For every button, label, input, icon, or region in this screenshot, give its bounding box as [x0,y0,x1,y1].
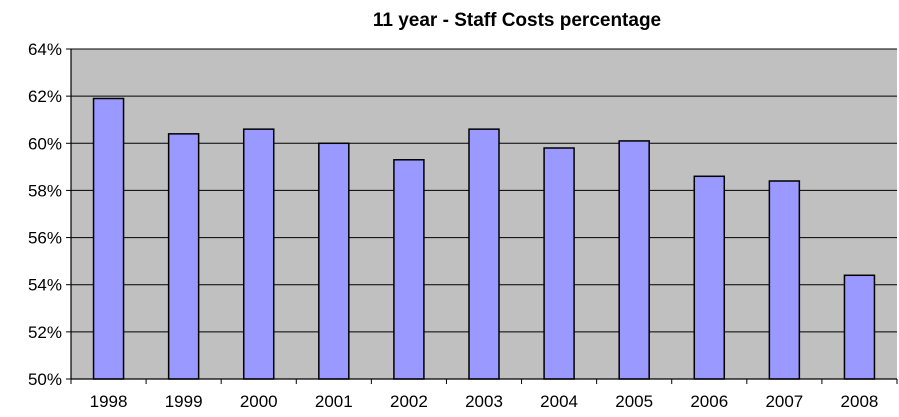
y-tick-label: 60% [28,134,62,153]
bar-2001 [318,142,350,380]
x-tick-label: 2001 [315,392,353,411]
bar-2002 [393,159,425,380]
bar-1998 [92,97,125,380]
x-tick-label: 1999 [165,392,203,411]
y-tick-label: 62% [28,87,62,106]
bar-2003 [468,128,500,380]
bar-2000 [242,128,275,380]
x-tick-label: 2004 [540,392,578,411]
x-tick-label: 2006 [690,392,728,411]
x-tick-label: 2003 [465,392,503,411]
bar-2006 [693,175,726,380]
x-tick-label: 2005 [615,392,653,411]
bar-1999 [167,133,200,380]
plot-area: 50% 52% 54% 56% 58% 60% 62% 64% 1998 1999 2000 2001… [28,40,898,411]
x-tick-label: 1998 [90,392,128,411]
x-tick-label: 2008 [841,392,879,411]
y-tick-label: 56% [28,229,62,248]
bar-2005 [618,140,650,380]
y-tick-label: 64% [28,40,62,59]
x-tick-label: 2007 [765,392,803,411]
bar-2007 [768,180,801,380]
y-tick-label: 58% [28,181,62,200]
x-tick-label: 2002 [390,392,428,411]
x-tick-label: 2000 [240,392,278,411]
y-tick-label: 52% [28,323,62,342]
bar-2008 [843,274,876,380]
bar-2004 [543,147,575,380]
chart-title: 11 year - Staff Costs percentage [373,10,661,31]
y-tick-label: 50% [28,370,62,389]
y-tick-label: 54% [28,276,62,295]
